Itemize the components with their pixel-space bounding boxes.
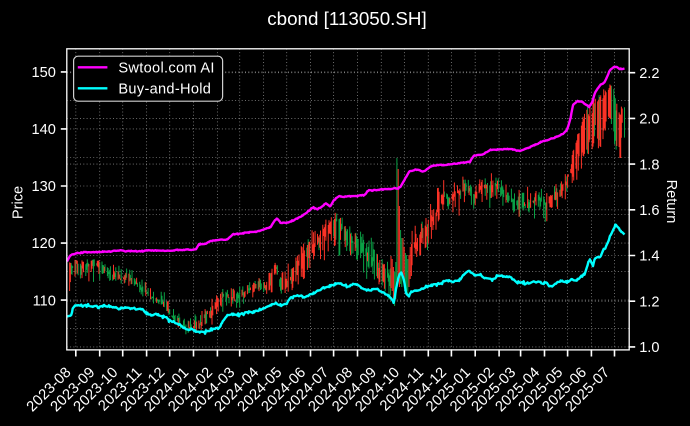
svg-text:110: 110 xyxy=(33,293,56,309)
svg-text:2.2: 2.2 xyxy=(639,66,659,82)
svg-text:130: 130 xyxy=(32,179,56,195)
svg-text:120: 120 xyxy=(32,236,56,252)
svg-text:150: 150 xyxy=(32,65,56,81)
svg-text:140: 140 xyxy=(32,122,56,138)
svg-text:Price: Price xyxy=(11,186,27,219)
svg-text:1.2: 1.2 xyxy=(639,294,659,310)
svg-text:Swtool.com AI: Swtool.com AI xyxy=(118,60,214,76)
svg-text:Buy-and-Hold: Buy-and-Hold xyxy=(118,81,211,97)
svg-text:1.0: 1.0 xyxy=(639,340,659,356)
svg-text:2.0: 2.0 xyxy=(639,112,659,128)
svg-text:cbond [113050.SH]: cbond [113050.SH] xyxy=(267,8,426,29)
svg-text:1.6: 1.6 xyxy=(639,203,659,219)
svg-text:1.8: 1.8 xyxy=(639,157,659,173)
svg-text:1.4: 1.4 xyxy=(639,249,659,265)
svg-text:Return: Return xyxy=(663,180,679,224)
